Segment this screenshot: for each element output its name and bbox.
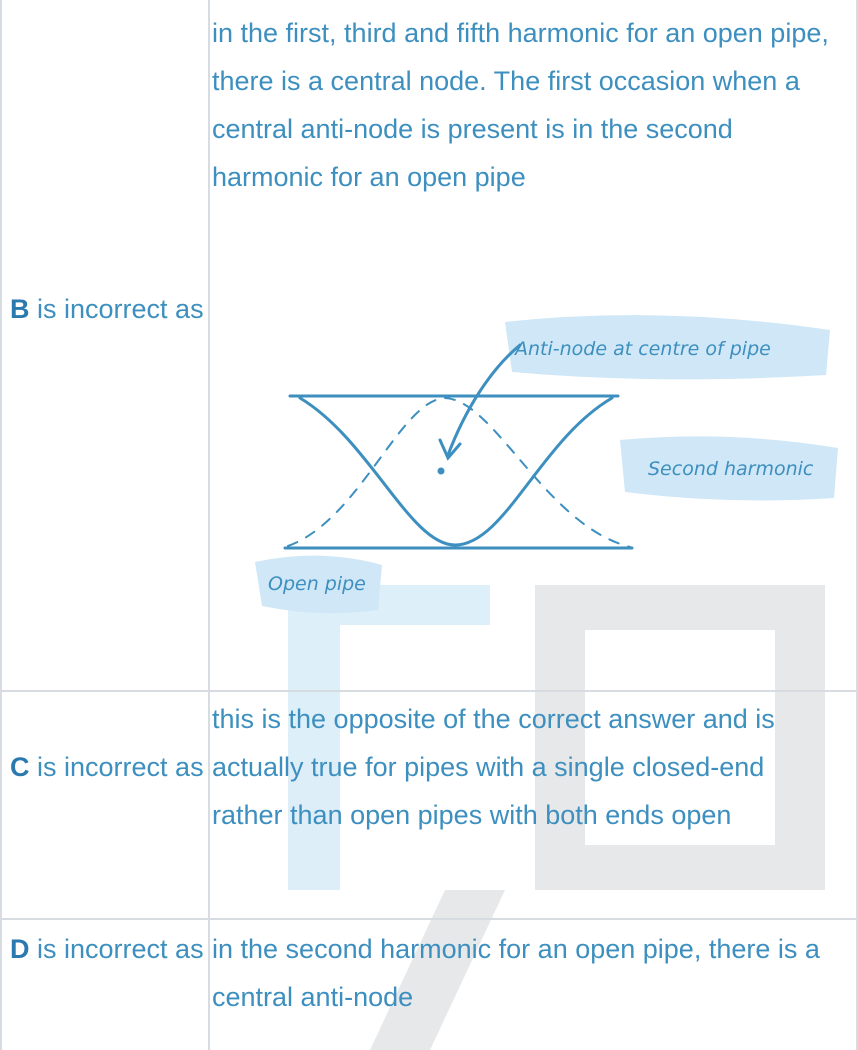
explanation: this is the opposite of the correct answ… xyxy=(212,704,775,830)
option-letter: D xyxy=(10,934,30,964)
option-letter: B xyxy=(10,294,30,324)
row-divider xyxy=(0,918,858,920)
explanation: in the second harmonic for an open pipe,… xyxy=(212,934,820,1012)
row-divider xyxy=(0,690,858,692)
option-label: C is incorrect as xyxy=(10,743,205,791)
annotation: Anti-node at centre of pipe xyxy=(513,338,771,360)
option-label: D is incorrect as xyxy=(10,925,205,973)
option-label: B is incorrect as xyxy=(10,285,205,333)
column-divider xyxy=(208,0,210,1050)
label-text: is incorrect as xyxy=(37,752,204,782)
explanation: in the first, third and fifth harmonic f… xyxy=(212,18,829,192)
label-text: is incorrect as xyxy=(37,294,204,324)
label-text: is incorrect as xyxy=(37,934,204,964)
border xyxy=(856,0,858,1050)
harmonic-label: Second harmonic xyxy=(648,458,814,480)
border xyxy=(0,0,2,1050)
option-letter: C xyxy=(10,752,30,782)
pipe-label: Open pipe xyxy=(268,573,366,595)
